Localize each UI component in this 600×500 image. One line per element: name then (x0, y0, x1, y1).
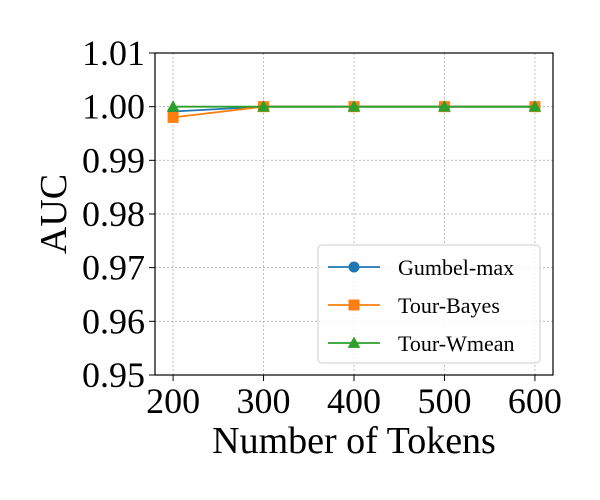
y-tick-label: 0.98 (82, 194, 145, 234)
y-tick-label: 1.01 (82, 33, 145, 73)
y-tick-label: 0.96 (82, 301, 145, 341)
x-tick-label: 600 (508, 381, 562, 421)
axis-ticks: 200 300 400 500 600 0.95 0.96 0.97 0.98 0.99 1.00 1… (82, 33, 562, 421)
x-tick-label: 500 (417, 381, 471, 421)
y-tick-label: 0.97 (82, 248, 145, 288)
data-point-tour-wmean (347, 100, 361, 112)
legend-label-tour-wmean: Tour-Wmean (398, 331, 515, 356)
y-tick-label: 1.00 (82, 87, 145, 127)
legend-entry-tour-wmean: Tour-Wmean (328, 331, 515, 356)
legend-entry-tour-bayes: Tour-Bayes (328, 293, 500, 318)
data-point-tour-wmean (166, 100, 180, 112)
x-tick-label: 300 (237, 381, 291, 421)
x-tick-label: 400 (327, 381, 381, 421)
legend-entry-gumbel-max: Gumbel-max (328, 255, 514, 280)
legend-marker-tour-bayes (348, 299, 360, 311)
data-point-tour-wmean (528, 100, 542, 112)
series-layer (166, 100, 542, 123)
legend: Gumbel-max Tour-Bayes Tour-Wmean (317, 244, 541, 364)
x-axis-title: Number of Tokens (212, 420, 496, 462)
data-point-tour-wmean (438, 100, 451, 112)
data-point-tour-bayes (167, 111, 179, 123)
x-tick-label: 200 (146, 381, 200, 421)
y-tick-label: 0.99 (82, 140, 145, 180)
data-point-tour-wmean (257, 100, 270, 112)
y-tick-label: 0.95 (82, 355, 145, 395)
legend-box (317, 244, 541, 364)
legend-label-gumbel-max: Gumbel-max (398, 255, 514, 280)
legend-marker-gumbel-max (348, 261, 360, 273)
y-axis-title: AUC (33, 174, 75, 254)
legend-label-tour-bayes: Tour-Bayes (398, 293, 500, 318)
legend-marker-tour-wmean (347, 336, 361, 348)
series-tour-wmean (166, 100, 542, 112)
